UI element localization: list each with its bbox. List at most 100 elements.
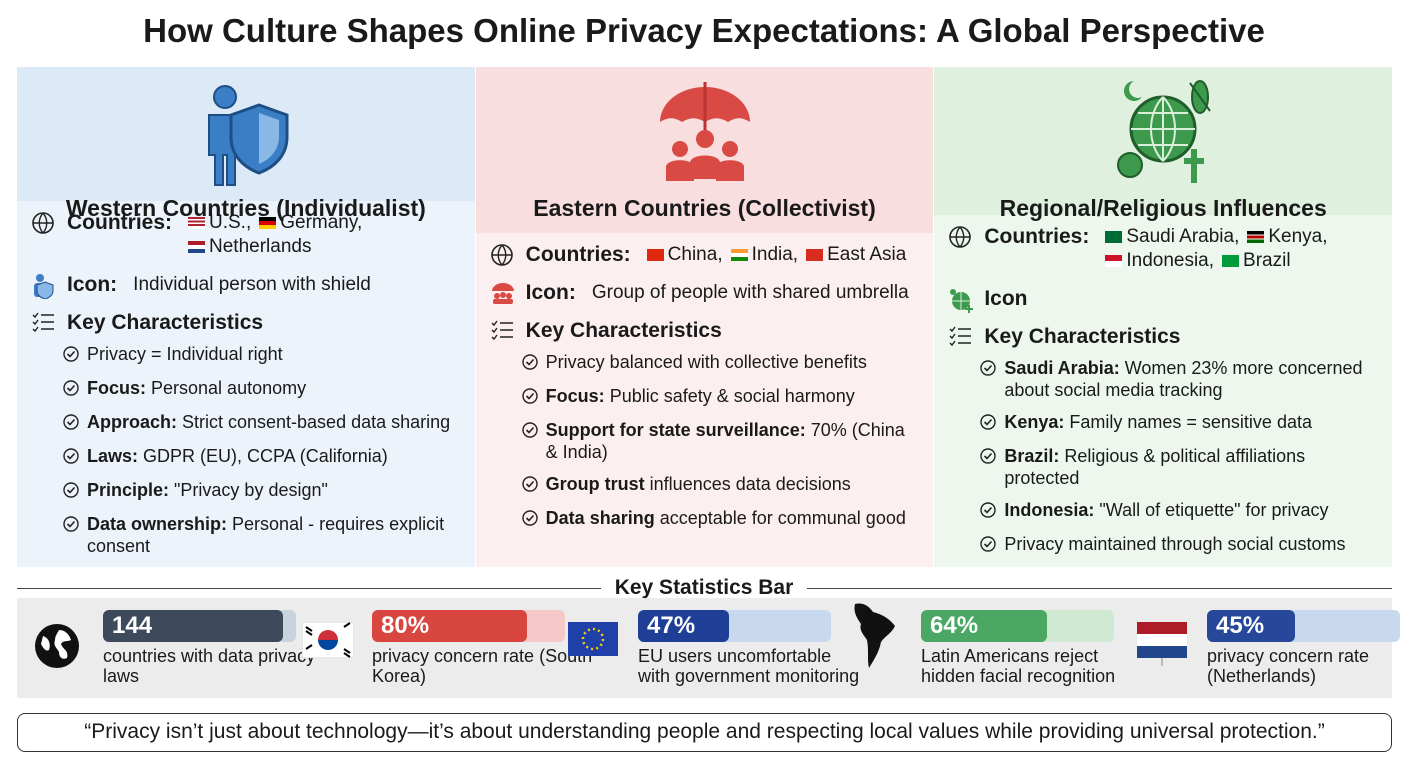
row-icon (948, 287, 974, 313)
icon-part (581, 627, 605, 651)
icon-part (521, 422, 538, 438)
panel: Western Countries (Individualist) Countri… (17, 67, 475, 567)
item: Approach: Strict consent-based data shari… (63, 411, 461, 435)
icon-part (491, 320, 513, 341)
icon-part (671, 141, 688, 157)
stat-value: 144 (112, 612, 153, 639)
characteristics-label: Key Characteristics (525, 319, 722, 342)
country-list: Saudi Arabia, Kenya, Indonesia, Brazil (1105, 225, 1378, 273)
item-label: Indonesia: (1004, 500, 1095, 520)
icon-part (984, 452, 993, 460)
country: Netherlands (188, 235, 311, 259)
icon-part (66, 418, 76, 426)
characteristics-row: Key Characteristics (490, 319, 920, 343)
icon-label: Icon (984, 287, 1028, 310)
icon-part (695, 130, 714, 148)
check-icon (521, 419, 538, 463)
stat-text: Latin Americans reject hidden facial rec… (921, 646, 1116, 686)
stat-value: 47% (647, 612, 696, 639)
quote: “Privacy isn’t just about technology—it’… (17, 713, 1392, 752)
icon-part (521, 510, 538, 526)
icon-part (63, 414, 79, 430)
icon-part (984, 364, 993, 372)
panel-header: Regional/Religious Influences (934, 67, 1393, 221)
item: Focus: Public safety & social harmony (521, 385, 920, 409)
icon-part (63, 482, 79, 498)
stat-fill (1207, 610, 1295, 642)
check-icon (980, 533, 997, 557)
stat: 47% EU users uncomfortable with governmen… (568, 608, 859, 693)
icon-part (63, 346, 79, 362)
panel-header: Western Countries (Individualist) (17, 67, 475, 221)
check-icon (63, 513, 79, 557)
check-icon (63, 343, 79, 367)
icon-part (949, 326, 972, 347)
item-label: Kenya: (1004, 412, 1065, 432)
characteristics-row: Key Characteristics (31, 311, 461, 335)
stats-title: Key Statistics Bar (0, 576, 1408, 600)
country-name: Kenya, (1268, 226, 1328, 247)
item-text: Privacy maintained through social custom… (1004, 533, 1345, 557)
icon-part (301, 621, 355, 659)
check-icon (63, 411, 79, 435)
row-icon (31, 273, 57, 300)
check-icon (980, 411, 997, 435)
stat-fill (372, 610, 527, 642)
icon-part (715, 160, 744, 181)
icon-part (854, 603, 895, 668)
panel-header: Eastern Countries (Collectivist) (475, 67, 934, 233)
icon-part (491, 244, 512, 266)
item-text: Principle: "Privacy by design" (87, 479, 328, 503)
country-name: Saudi Arabia, (1126, 226, 1240, 247)
stat-track: 144 (103, 610, 296, 642)
item-body: Personal - requires explicit consent (87, 514, 445, 556)
icon-part (949, 326, 956, 347)
item-text: Data ownership: Personal - requires expli… (87, 513, 461, 557)
icon-part (63, 380, 79, 396)
item: Kenya: Family names = sensitive data (980, 411, 1378, 435)
icon-part (950, 289, 957, 295)
icon-part (63, 414, 79, 430)
check-icon (980, 445, 997, 489)
icon-part (41, 630, 71, 659)
flag (1105, 231, 1123, 243)
icon-part (490, 244, 513, 266)
panel: Regional/Religious Influences Countries: S… (934, 67, 1393, 567)
icon-part (41, 314, 54, 330)
stat: 45% privacy concern rate (Netherlands) (1137, 608, 1407, 693)
icon-part (521, 476, 538, 492)
item: Privacy maintained through social custom… (980, 533, 1378, 557)
icon-part (66, 486, 76, 494)
icon-part (1137, 646, 1187, 658)
country: Brazil (1222, 249, 1291, 273)
check-icon (63, 479, 79, 503)
country-name: Brazil (1243, 250, 1291, 271)
icon-part (965, 305, 974, 313)
countries-label: Countries: (67, 211, 172, 234)
stat: 144 countries with data privacy laws (33, 608, 315, 693)
stat-track: 45% (1207, 610, 1400, 642)
title: How Culture Shapes Online Privacy Expect… (143, 12, 1265, 49)
country: Kenya, (1247, 225, 1328, 249)
globe-icon (948, 225, 974, 249)
item: Saudi Arabia: Women 23% more concerned ab… (980, 357, 1378, 401)
icon-part (63, 380, 79, 396)
item-label: Brazil: (1004, 446, 1060, 466)
icon-part (35, 624, 79, 668)
item-text: Privacy balanced with collective benefit… (546, 351, 867, 375)
icon-part (305, 622, 351, 658)
icon-part (854, 603, 895, 668)
icon-part (1189, 82, 1211, 112)
country: Germany, (259, 211, 362, 235)
stats-title-text: Key Statistics Bar (600, 576, 808, 599)
icon-part (721, 141, 738, 157)
icon-part (980, 502, 997, 518)
stat-value: 80% (381, 612, 430, 639)
country: Indonesia, (1105, 249, 1214, 273)
country-name: Netherlands (209, 236, 312, 257)
list-icon (31, 311, 57, 335)
item-label: Focus: (545, 386, 605, 406)
icon-part (1124, 81, 1143, 101)
